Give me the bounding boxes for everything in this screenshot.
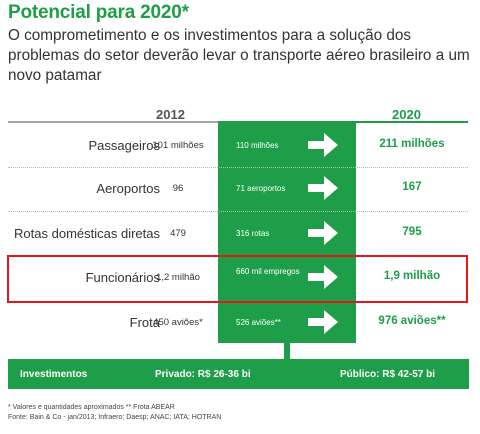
year-header-2012: 2012: [156, 107, 185, 122]
table-row: Funcionários 1,2 milhão 660 mil empregos…: [0, 256, 480, 300]
table-row: Aeroportos 96 71 aeroportos 167: [0, 167, 480, 211]
page-title: Potencial para 2020*: [8, 2, 189, 23]
value-2012: 450 aviões*: [153, 317, 203, 328]
row-label: Funcionários: [85, 270, 160, 285]
investments-public: Público: R$ 42-57 bi: [340, 369, 436, 380]
highlight-box: [7, 255, 468, 303]
right-arrow-icon: [308, 176, 338, 200]
header-rule-2020: [356, 121, 468, 123]
header-rule-2012: [8, 121, 218, 123]
column-connector: [284, 343, 290, 359]
growth-value: 660 mil empregos: [236, 267, 300, 276]
row-divider: [8, 211, 468, 213]
row-label: Aeroportos: [96, 181, 160, 196]
growth-value: 110 milhões: [236, 141, 279, 150]
row-label: Passageiros: [88, 138, 160, 153]
growth-value: 316 rotas: [236, 229, 270, 238]
page-subtitle: O comprometimento e os investimentos par…: [8, 27, 470, 84]
value-2012: 96: [172, 183, 184, 194]
table-row: Passageiros 101 milhões 110 milhões 211 …: [0, 123, 480, 167]
growth-value: 71 aeroportos: [236, 184, 286, 193]
footnote-source: Fonte: Bain & Co - jan/2013; Infraero; D…: [8, 414, 222, 421]
right-arrow-icon: [308, 310, 338, 334]
right-arrow-icon: [308, 221, 338, 245]
row-label: Frota: [129, 315, 160, 330]
investments-bar: Investimentos Privado: R$ 26-36 bi Públi…: [8, 359, 469, 389]
right-arrow-icon: [308, 265, 338, 289]
value-2012: 479: [170, 228, 186, 239]
value-2012: 1,2 milhão: [156, 272, 200, 283]
year-header-2020: 2020: [392, 107, 421, 122]
value-2020: 1,9 milhão: [383, 270, 441, 282]
table-row: Rotas domésticas diretas 479 316 rotas 7…: [0, 211, 480, 255]
table-row: Frota 450 aviões* 526 aviões** 976 aviõe…: [0, 300, 480, 344]
row-divider: [8, 167, 468, 169]
investments-private: Privado: R$ 26-36 bi: [155, 369, 251, 380]
growth-value: 526 aviões**: [236, 318, 281, 327]
investments-label: Investimentos: [20, 369, 88, 380]
value-2020: 167: [402, 181, 422, 193]
row-label: Rotas domésticas diretas: [14, 226, 160, 241]
value-2020: 976 aviões**: [378, 315, 446, 327]
footnote-notes: * Valores e quantidades aproximados ** F…: [8, 404, 175, 411]
value-2012: 101 milhões: [152, 140, 204, 151]
right-arrow-icon: [308, 133, 338, 157]
value-2020: 211 milhões: [379, 138, 445, 150]
value-2020: 795: [402, 226, 422, 238]
